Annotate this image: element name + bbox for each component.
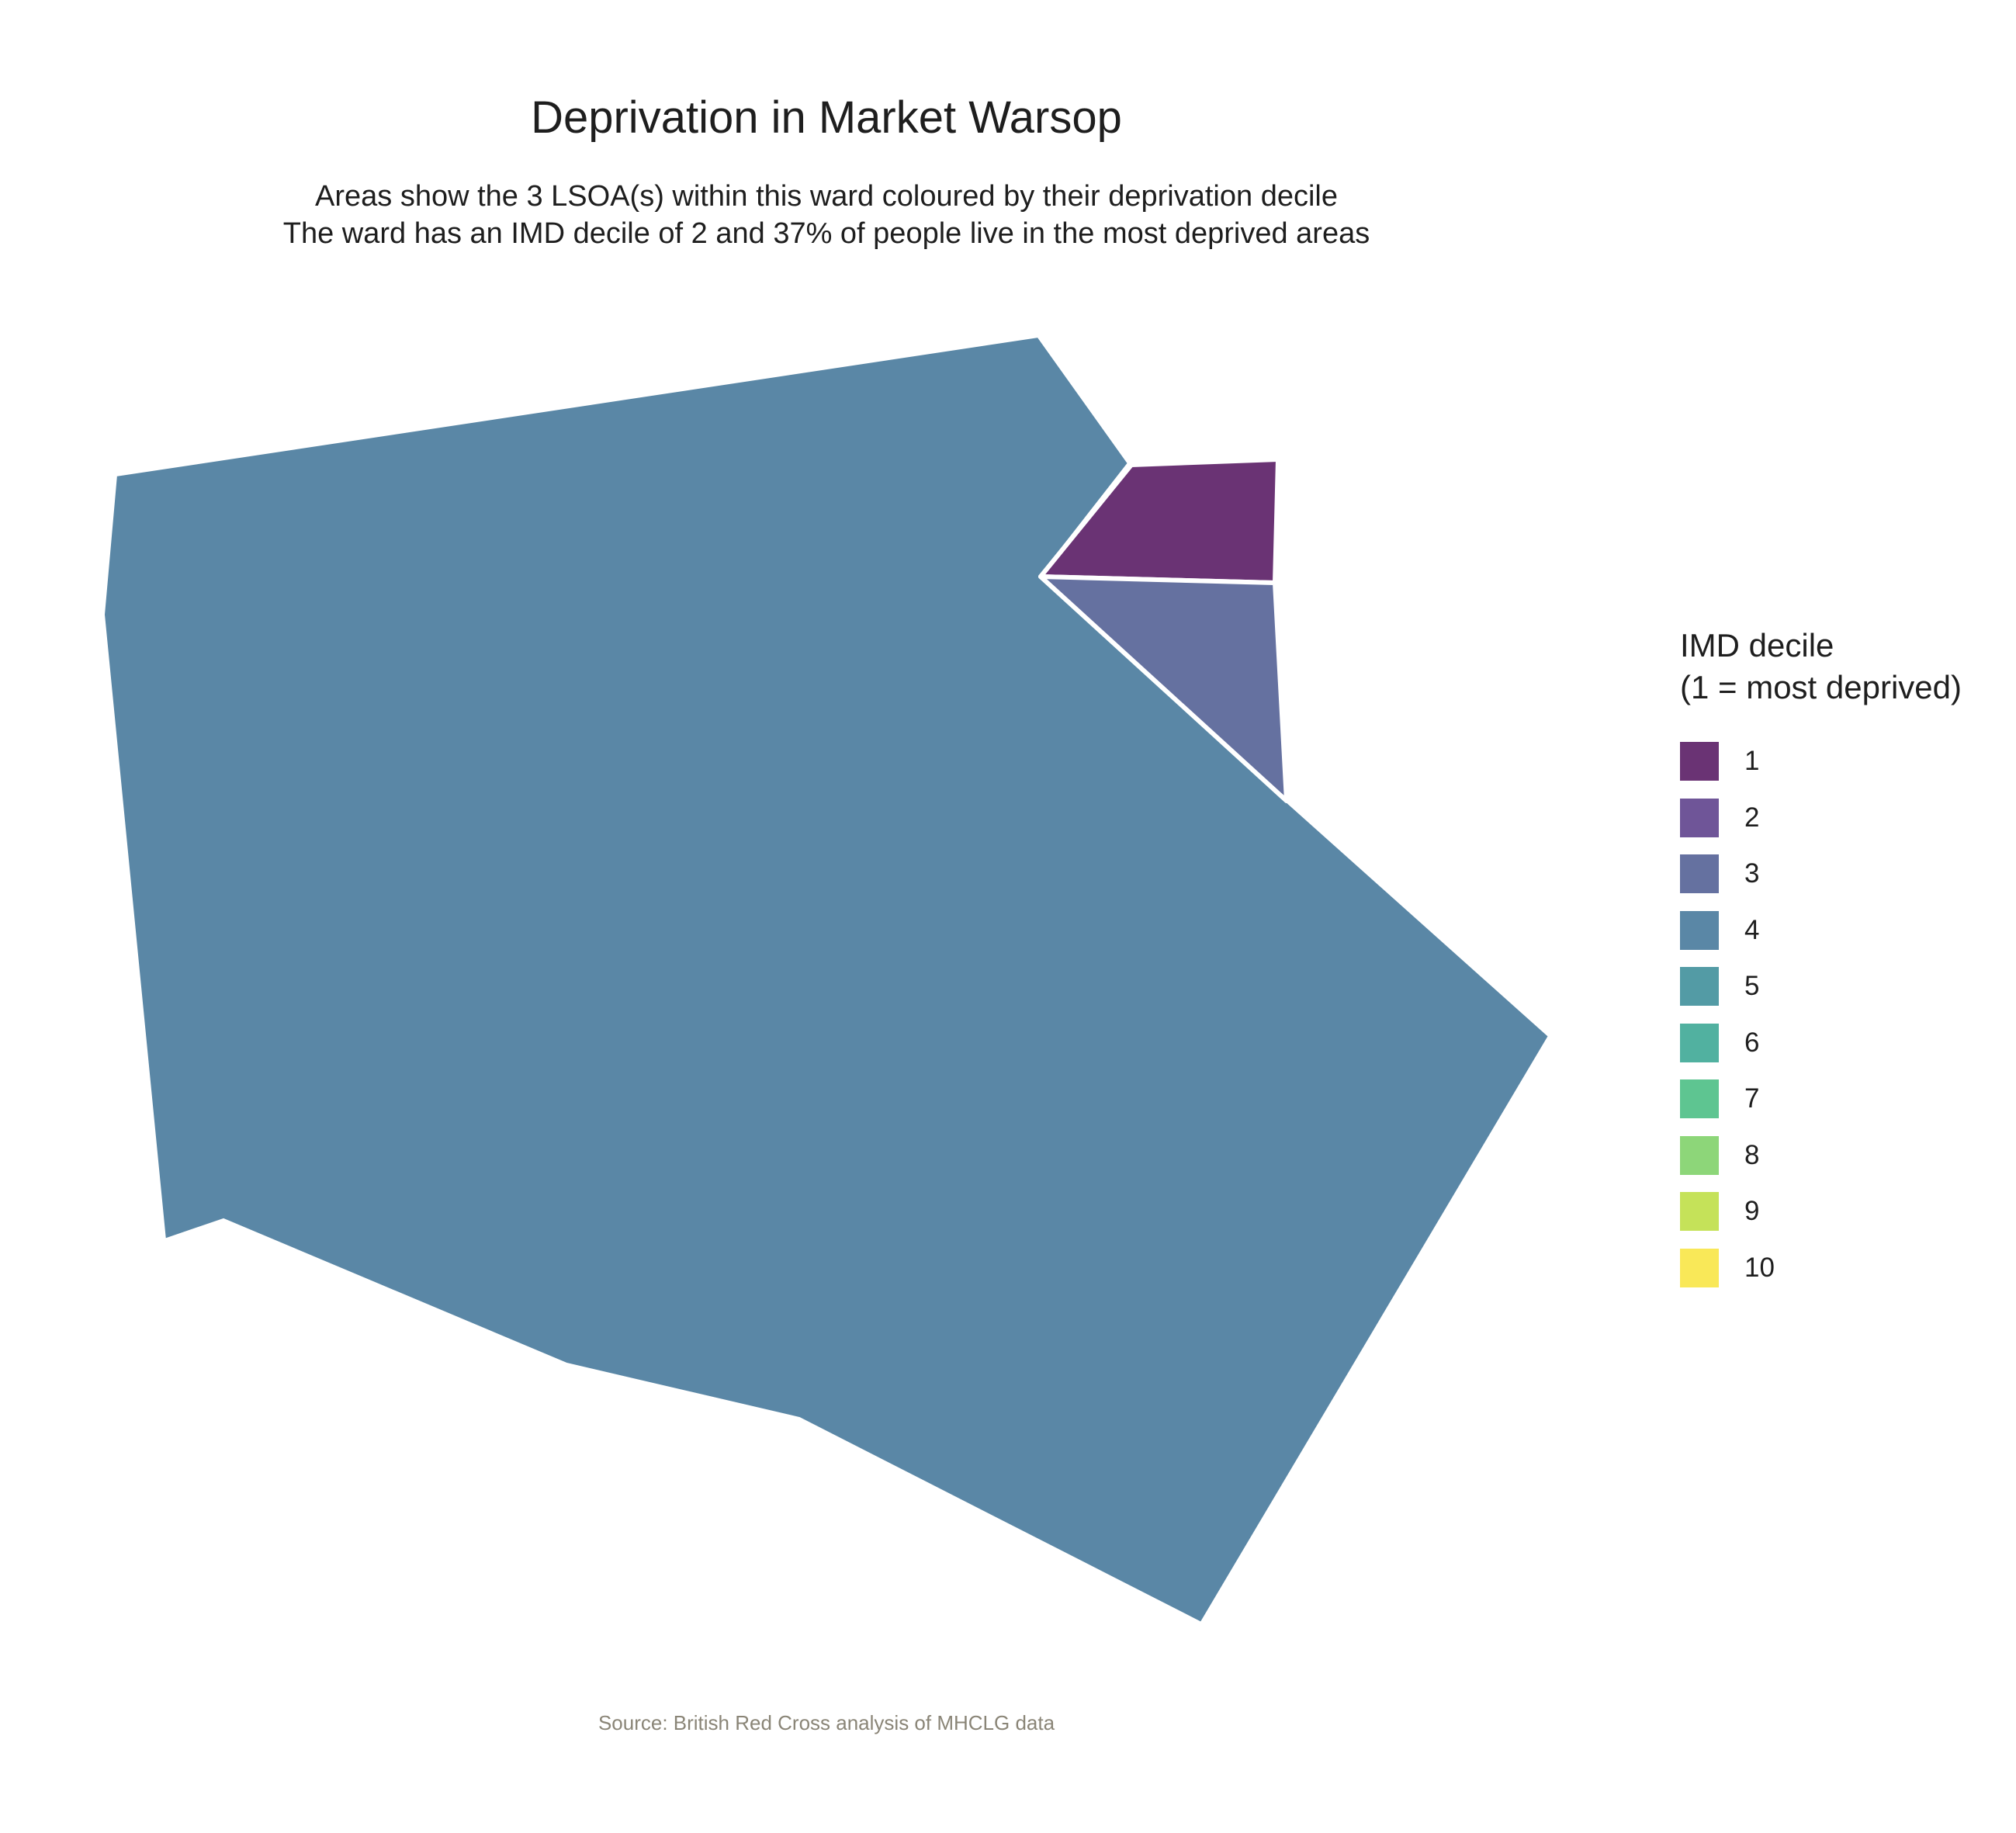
legend-item: 1	[1680, 733, 1962, 790]
legend: IMD decile (1 = most deprived) 1 2 3 4 5…	[1680, 625, 1962, 1296]
legend-item: 6	[1680, 1015, 1962, 1072]
legend-item: 9	[1680, 1183, 1962, 1240]
legend-swatch	[1680, 1023, 1719, 1062]
legend-label: 2	[1744, 802, 1760, 833]
lsoa-area-decile-3	[1038, 574, 1289, 803]
legend-swatch	[1680, 1192, 1719, 1232]
legend-label: 9	[1744, 1196, 1760, 1227]
source-caption: Source: British Red Cross analysis of MH…	[598, 1711, 1055, 1734]
legend-swatch	[1680, 1135, 1719, 1175]
legend-item: 10	[1680, 1240, 1962, 1297]
map-title: Deprivation in Market Warsop	[531, 92, 1122, 143]
legend-item: 7	[1680, 1071, 1962, 1128]
legend-swatch	[1680, 798, 1719, 837]
legend-title: IMD decile (1 = most deprived)	[1680, 625, 1962, 709]
lsoa-area-decile-4	[101, 334, 1552, 1626]
legend-swatch	[1680, 742, 1719, 781]
legend-label: 7	[1744, 1083, 1760, 1114]
legend-swatch	[1680, 1079, 1719, 1119]
legend-item: 5	[1680, 958, 1962, 1015]
legend-item: 2	[1680, 790, 1962, 847]
map-subtitle-line2: The ward has an IMD decile of 2 and 37% …	[282, 217, 1370, 250]
map-subtitle-line1: Areas show the 3 LSOA(s) within this war…	[315, 180, 1338, 213]
legend-swatch	[1680, 910, 1719, 950]
legend-label: 3	[1744, 858, 1760, 889]
legend-label: 1	[1744, 746, 1760, 777]
legend-title-line1: IMD decile	[1680, 627, 1834, 664]
legend-label: 4	[1744, 914, 1760, 945]
legend-title-line2: (1 = most deprived)	[1680, 669, 1962, 705]
legend-items: 1 2 3 4 5 6 7 8 9 10	[1680, 733, 1962, 1296]
legend-label: 8	[1744, 1139, 1760, 1170]
legend-swatch	[1680, 854, 1719, 894]
legend-label: 6	[1744, 1027, 1760, 1058]
legend-label: 10	[1744, 1252, 1775, 1283]
legend-swatch	[1680, 967, 1719, 1007]
legend-label: 5	[1744, 971, 1760, 1002]
legend-item: 3	[1680, 846, 1962, 903]
legend-item: 4	[1680, 903, 1962, 959]
legend-item: 8	[1680, 1128, 1962, 1184]
legend-swatch	[1680, 1248, 1719, 1287]
